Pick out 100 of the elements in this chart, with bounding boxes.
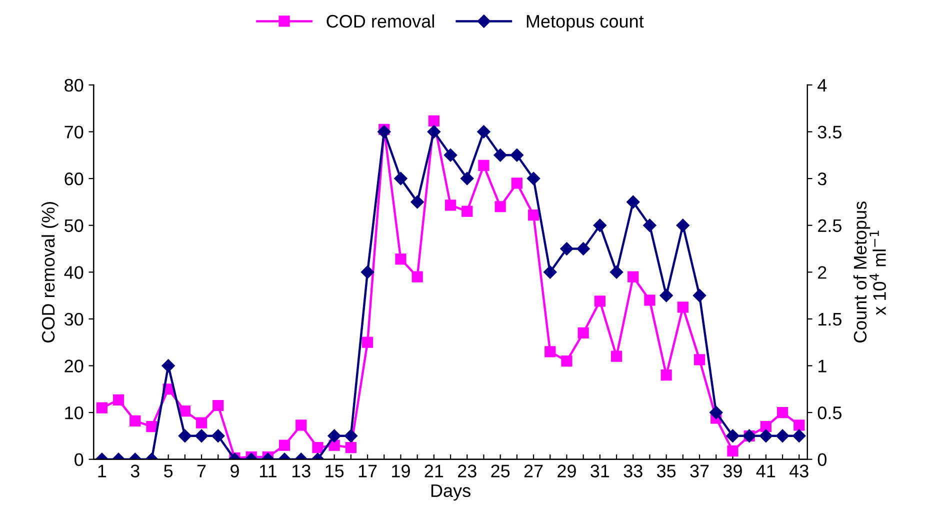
point	[610, 266, 624, 279]
point	[528, 209, 540, 221]
point	[511, 178, 522, 189]
y-tick-label: 60	[64, 172, 84, 186]
point	[196, 417, 208, 428]
x-tick-label: 41	[756, 464, 776, 478]
legend-label: COD removal	[326, 14, 434, 28]
y-tick-label: 70	[64, 126, 84, 138]
point	[644, 294, 656, 306]
point	[578, 327, 589, 339]
y-tick-label: 80	[64, 78, 84, 92]
x-tick-label: 23	[458, 464, 476, 478]
point	[710, 406, 723, 420]
point	[328, 429, 341, 443]
point	[727, 445, 738, 456]
x-tick-label: 35	[656, 464, 676, 478]
point	[526, 172, 540, 186]
y2-tick-label: 1.5	[818, 313, 842, 326]
point	[643, 218, 656, 232]
x-tick-label: 25	[491, 464, 510, 478]
point	[794, 420, 805, 431]
y2-tick-label: 3	[818, 172, 826, 186]
y2-tick-label: 4	[818, 79, 827, 92]
y-tick-label: 0	[74, 453, 84, 466]
point	[626, 195, 640, 209]
y-axis-title: COD removal (%)	[41, 202, 58, 342]
x-tick-label: 13	[292, 464, 310, 478]
x-tick-label: 19	[392, 464, 410, 478]
point	[478, 160, 490, 171]
point	[179, 406, 190, 417]
point	[312, 442, 324, 454]
x-tick-label: 33	[624, 464, 642, 478]
y2-tick-label: 0.5	[818, 406, 842, 420]
x-tick-label: 9	[230, 464, 239, 478]
y-tick-label: 40	[64, 266, 84, 279]
point	[362, 336, 374, 348]
x-tick-label: 39	[723, 464, 742, 478]
point	[677, 302, 688, 313]
y2-tick-label: 2	[818, 266, 826, 279]
point	[692, 288, 706, 302]
point	[694, 354, 706, 366]
point	[610, 350, 622, 362]
point	[427, 125, 441, 138]
point	[726, 429, 740, 443]
point	[345, 442, 356, 454]
point	[593, 218, 607, 232]
point	[494, 201, 506, 212]
x-tick-label: 7	[197, 464, 206, 478]
point	[510, 148, 524, 162]
x-tick-label: 5	[164, 464, 173, 478]
point	[544, 266, 557, 279]
point	[444, 148, 458, 162]
x-tick-label: 3	[130, 464, 140, 478]
x-tick-label: 1	[98, 464, 106, 478]
point	[576, 242, 590, 256]
x-tick-label: 31	[590, 464, 610, 478]
y-tick-label: 50	[64, 219, 84, 232]
point	[344, 429, 358, 443]
point	[296, 420, 307, 431]
y2-tick-label: 1	[818, 360, 826, 372]
point	[395, 253, 406, 265]
point	[628, 271, 639, 282]
point	[96, 402, 108, 414]
point	[162, 359, 175, 372]
x-tick-label: 15	[326, 464, 344, 478]
x-tick-label: 43	[789, 464, 808, 478]
x-tick-label: 29	[558, 464, 576, 478]
legend-label: Metopus count	[526, 15, 644, 32]
point	[477, 125, 490, 138]
y-tick-label: 20	[64, 360, 84, 372]
y2-tick-label: 2.5	[818, 219, 842, 232]
point	[594, 296, 606, 307]
point	[278, 440, 290, 451]
point	[760, 421, 772, 432]
point	[130, 415, 141, 426]
point	[428, 115, 440, 127]
y-tick-label: 10	[65, 406, 84, 420]
point	[776, 406, 788, 418]
point	[378, 125, 391, 138]
x-tick-label: 17	[358, 464, 377, 478]
x-axis-title: Days	[431, 484, 470, 501]
point	[112, 394, 124, 406]
point	[792, 429, 806, 443]
point	[410, 195, 424, 209]
point	[412, 271, 423, 282]
point	[212, 400, 224, 412]
point	[494, 148, 507, 162]
point	[212, 429, 225, 443]
x-tick-label: 11	[260, 464, 276, 478]
x-tick-label: 37	[690, 464, 709, 478]
point	[194, 429, 208, 443]
point	[146, 421, 158, 432]
point	[178, 429, 192, 443]
point	[462, 206, 473, 217]
point	[544, 346, 556, 358]
point	[660, 288, 673, 302]
point	[444, 200, 456, 211]
point	[561, 355, 572, 367]
point	[660, 370, 672, 381]
point	[759, 429, 773, 443]
